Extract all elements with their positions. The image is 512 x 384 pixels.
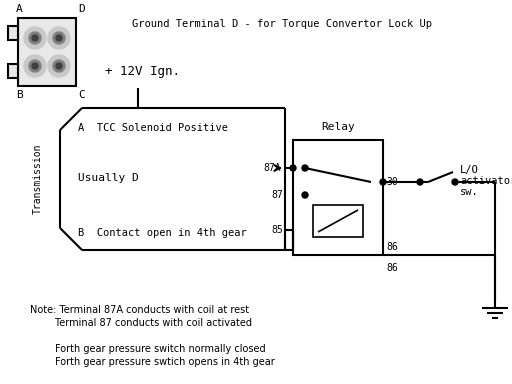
Circle shape bbox=[302, 165, 308, 171]
Circle shape bbox=[290, 165, 296, 171]
Circle shape bbox=[56, 63, 62, 69]
Circle shape bbox=[29, 32, 41, 44]
Text: 87A: 87A bbox=[263, 163, 281, 173]
Circle shape bbox=[53, 60, 65, 72]
Text: 30: 30 bbox=[386, 177, 398, 187]
Circle shape bbox=[48, 55, 70, 77]
Circle shape bbox=[24, 27, 46, 49]
Circle shape bbox=[380, 179, 386, 185]
Text: D: D bbox=[78, 4, 85, 14]
Text: 85: 85 bbox=[271, 225, 283, 235]
Circle shape bbox=[32, 35, 38, 41]
Circle shape bbox=[302, 192, 308, 198]
Text: 87: 87 bbox=[271, 190, 283, 200]
Text: activator: activator bbox=[460, 176, 512, 186]
Bar bbox=[313, 205, 363, 237]
Bar bbox=[293, 140, 383, 255]
Circle shape bbox=[29, 60, 41, 72]
Circle shape bbox=[417, 179, 423, 185]
Circle shape bbox=[32, 63, 38, 69]
Text: Forth gear pressure switch normally closed: Forth gear pressure switch normally clos… bbox=[30, 344, 266, 354]
Circle shape bbox=[53, 32, 65, 44]
Text: 86: 86 bbox=[386, 242, 398, 252]
Text: Forth gear pressure swtich opens in 4th gear: Forth gear pressure swtich opens in 4th … bbox=[30, 357, 275, 367]
Text: B: B bbox=[16, 90, 23, 100]
Text: B  Contact open in 4th gear: B Contact open in 4th gear bbox=[78, 228, 247, 238]
Circle shape bbox=[56, 35, 62, 41]
Text: C: C bbox=[78, 90, 85, 100]
Text: sw.: sw. bbox=[460, 187, 479, 197]
Bar bbox=[8, 64, 18, 78]
Text: L/O: L/O bbox=[460, 165, 479, 175]
Text: Terminal 87 conducts with coil activated: Terminal 87 conducts with coil activated bbox=[30, 318, 252, 328]
Circle shape bbox=[24, 55, 46, 77]
Text: A  TCC Solenoid Positive: A TCC Solenoid Positive bbox=[78, 123, 228, 133]
Text: Relay: Relay bbox=[321, 122, 355, 132]
Text: + 12V Ign.: + 12V Ign. bbox=[105, 66, 180, 78]
Bar bbox=[18, 18, 76, 86]
Bar bbox=[8, 26, 18, 40]
Text: A: A bbox=[16, 4, 23, 14]
Circle shape bbox=[452, 179, 458, 185]
Text: Transmission: Transmission bbox=[33, 144, 43, 214]
Text: Ground Terminal D - for Torque Convertor Lock Up: Ground Terminal D - for Torque Convertor… bbox=[132, 19, 432, 29]
Text: Usually D: Usually D bbox=[78, 173, 139, 183]
Text: Note: Terminal 87A conducts with coil at rest: Note: Terminal 87A conducts with coil at… bbox=[30, 305, 249, 315]
Text: 86: 86 bbox=[386, 263, 398, 273]
Circle shape bbox=[48, 27, 70, 49]
